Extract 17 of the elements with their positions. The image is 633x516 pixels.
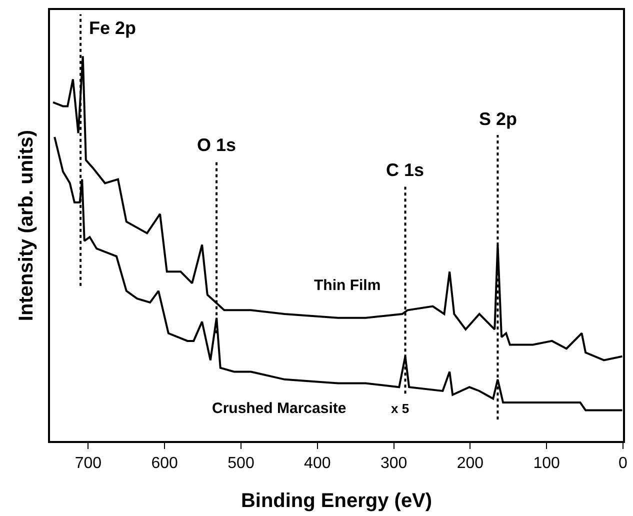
x-tick-label: 500 [228, 454, 254, 472]
ref-line-label: O 1s [197, 135, 236, 155]
x-tick-label: 100 [533, 454, 560, 472]
x-tick-label: 700 [74, 454, 102, 472]
x-tick-label: 200 [456, 454, 484, 472]
ref-line-label: S 2p [479, 109, 518, 129]
x-axis-title: Binding Energy (eV) [240, 490, 432, 512]
ref-line-label: Fe 2p [89, 18, 136, 38]
annotation: x 5 [391, 401, 410, 416]
series-label: Crushed Marcasite [212, 400, 346, 417]
y-axis-title: Intensity (arb. units) [15, 130, 38, 322]
x-tick-label: 600 [151, 454, 178, 472]
ref-line-label: C 1s [386, 160, 424, 180]
x-tick-label: 400 [304, 454, 331, 472]
x-tick-label: 300 [380, 454, 408, 472]
x-tick-label: 0 [618, 454, 628, 472]
series-label: Thin Film [314, 277, 381, 294]
